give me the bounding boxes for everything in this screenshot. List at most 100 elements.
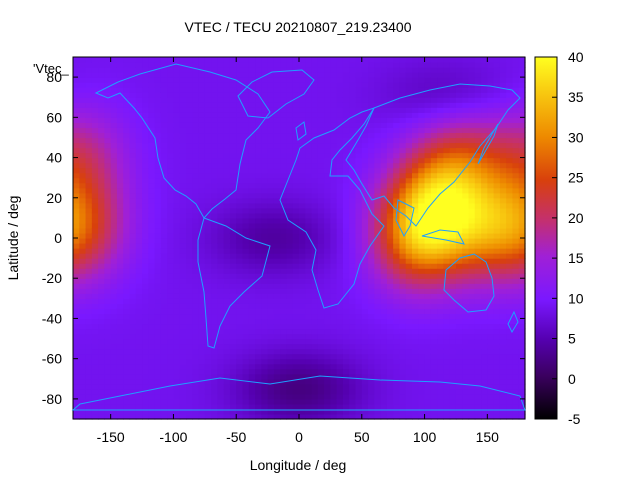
heatmap-cell <box>455 378 463 385</box>
heatmap-cell <box>223 323 231 330</box>
heatmap-cell <box>468 192 476 199</box>
heatmap-cell <box>299 72 306 78</box>
heatmap-cell <box>91 363 99 370</box>
heatmap-cell <box>336 102 344 108</box>
heatmap-cell <box>273 313 281 320</box>
heatmap-cell <box>261 403 269 410</box>
heatmap-cell <box>305 273 313 279</box>
heatmap-cell <box>449 328 457 335</box>
heatmap-cell <box>443 238 451 244</box>
heatmap-cell <box>192 217 200 224</box>
heatmap-cell <box>85 92 93 98</box>
heatmap-cell <box>204 192 212 199</box>
heatmap-cell <box>292 318 300 325</box>
heatmap-cell <box>204 107 212 113</box>
heatmap-cell <box>424 212 432 219</box>
heatmap-cell <box>355 308 363 315</box>
heatmap-cell <box>204 328 212 335</box>
heatmap-cell <box>160 283 168 289</box>
heatmap-cell <box>129 413 137 420</box>
heatmap-cell <box>355 283 363 289</box>
heatmap-cell <box>462 338 470 345</box>
heatmap-cell <box>98 333 105 340</box>
heatmap-cell <box>116 303 124 309</box>
heatmap-cell <box>443 187 451 194</box>
heatmap-cell <box>286 197 294 204</box>
heatmap-cell <box>116 182 124 189</box>
heatmap-cell <box>493 248 501 254</box>
heatmap-cell <box>280 122 288 128</box>
heatmap-cell <box>148 172 156 179</box>
heatmap-cell <box>85 117 93 123</box>
heatmap-cell <box>399 112 407 118</box>
heatmap-cell <box>361 273 369 279</box>
heatmap-cell <box>280 338 288 345</box>
heatmap-cell <box>292 67 300 73</box>
heatmap-cell <box>481 102 488 108</box>
heatmap-cell <box>85 243 93 249</box>
heatmap-cell <box>499 122 507 128</box>
heatmap-cell <box>286 263 294 269</box>
heatmap-cell <box>412 167 419 174</box>
heatmap-cell <box>430 162 438 169</box>
heatmap-cell <box>135 413 143 420</box>
heatmap-cell <box>418 328 426 335</box>
heatmap-cell <box>73 192 80 199</box>
heatmap-cell <box>305 127 313 134</box>
heatmap-cell <box>462 368 470 375</box>
heatmap-cell <box>418 338 426 345</box>
heatmap-cell <box>493 413 501 420</box>
heatmap-cell <box>236 107 244 113</box>
heatmap-cell <box>267 132 275 139</box>
heatmap-cell <box>73 157 80 164</box>
heatmap-cell <box>292 152 300 159</box>
heatmap-cell <box>449 132 457 139</box>
heatmap-cell <box>98 403 105 410</box>
heatmap-cell <box>493 238 501 244</box>
heatmap-cell <box>468 232 476 239</box>
heatmap-cell <box>342 373 350 380</box>
heatmap-cell <box>160 212 168 219</box>
heatmap-cell <box>255 388 262 395</box>
heatmap-cell <box>292 212 300 219</box>
heatmap-cell <box>123 378 131 385</box>
heatmap-cell <box>399 122 407 128</box>
heatmap-cell <box>412 408 419 415</box>
heatmap-cell <box>129 207 137 214</box>
heatmap-cell <box>142 112 149 118</box>
heatmap-cell <box>455 167 463 174</box>
heatmap-cell <box>368 122 375 128</box>
heatmap-cell <box>506 313 514 320</box>
heatmap-cell <box>305 192 313 199</box>
heatmap-cell <box>167 363 175 370</box>
heatmap-cell <box>374 122 382 128</box>
heatmap-cell <box>255 403 262 410</box>
heatmap-cell <box>79 157 87 164</box>
heatmap-cell <box>455 97 463 103</box>
heatmap-cell <box>499 177 507 184</box>
heatmap-cell <box>280 97 288 103</box>
heatmap-cell <box>186 212 193 219</box>
heatmap-cell <box>443 308 451 315</box>
heatmap-cell <box>79 192 87 199</box>
heatmap-cell <box>167 328 175 335</box>
heatmap-cell <box>167 383 175 390</box>
heatmap-cell <box>148 323 156 330</box>
heatmap-cell <box>167 303 175 309</box>
heatmap-cell <box>286 253 294 259</box>
heatmap-cell <box>248 162 256 169</box>
heatmap-cell <box>217 293 225 299</box>
heatmap-cell <box>368 212 375 219</box>
heatmap-cell <box>167 212 175 219</box>
heatmap-cell <box>129 167 137 174</box>
heatmap-cell <box>123 87 131 93</box>
heatmap-cell <box>305 142 313 149</box>
heatmap-cell <box>361 248 369 254</box>
heatmap-cell <box>474 62 482 68</box>
heatmap-cell <box>449 187 457 194</box>
heatmap-cell <box>330 378 338 385</box>
heatmap-cell <box>204 177 212 184</box>
heatmap-cell <box>437 353 444 360</box>
heatmap-cell <box>324 273 331 279</box>
heatmap-cell <box>481 403 488 410</box>
